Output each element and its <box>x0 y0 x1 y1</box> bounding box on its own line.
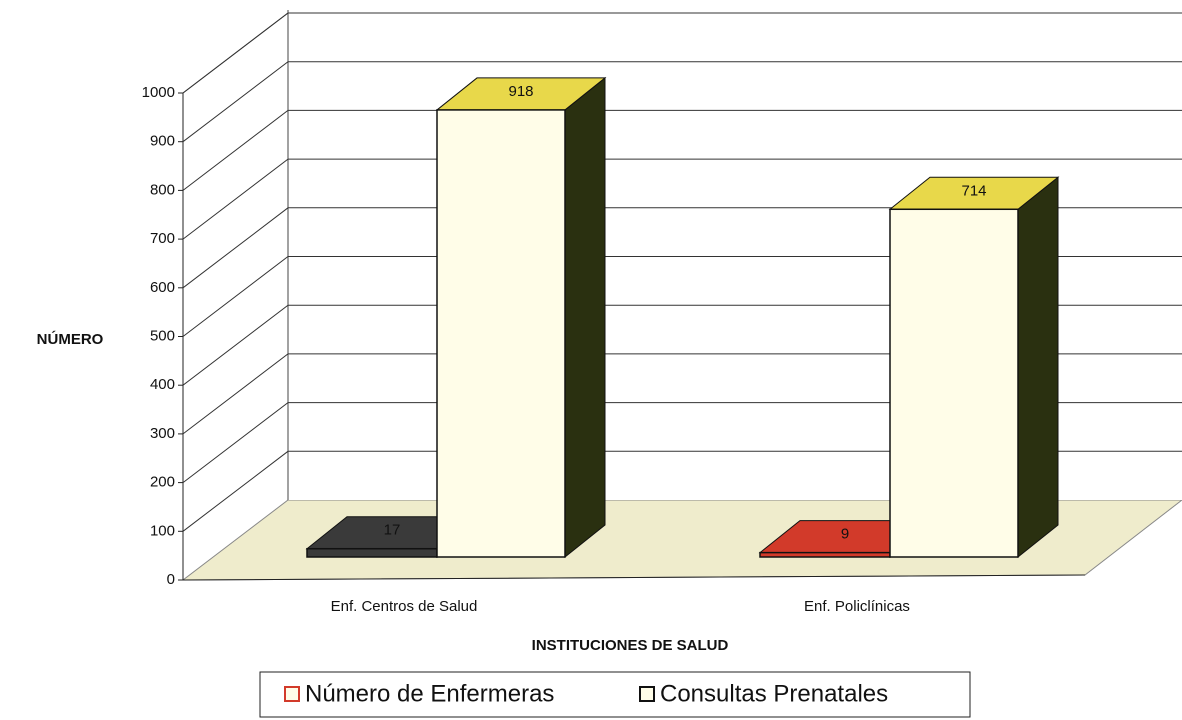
grid-line <box>182 61 1182 143</box>
bar <box>306 547 438 558</box>
bar <box>889 208 1019 558</box>
legend-swatch <box>639 686 655 702</box>
grid-line <box>182 12 1182 94</box>
y-tick-label: 600 <box>150 279 175 296</box>
y-tick-label: 800 <box>150 181 175 198</box>
bar <box>436 109 566 558</box>
legend-label: Consultas Prenatales <box>660 680 888 707</box>
grid-line <box>182 402 1182 483</box>
y-tick-label: 1000 <box>142 84 175 101</box>
grid-line <box>182 158 1182 240</box>
bar-side <box>564 76 606 559</box>
grid-line <box>182 304 1182 386</box>
y-tick-label: 200 <box>150 474 175 491</box>
y-tick-label: 700 <box>150 230 175 247</box>
y-tick-label: 500 <box>150 327 175 344</box>
data-label: 9 <box>841 526 849 543</box>
y-axis-title: NÚMERO <box>37 330 104 348</box>
data-label: 714 <box>961 182 986 199</box>
y-tick-label: 900 <box>150 133 175 150</box>
grid-line <box>182 450 1182 532</box>
data-label: 17 <box>384 522 401 539</box>
bar <box>759 551 891 558</box>
x-axis <box>182 574 1086 581</box>
grid-line <box>182 256 1182 337</box>
y-tick-label: 300 <box>150 425 175 442</box>
legend-swatch <box>284 686 300 702</box>
x-axis-title: INSTITUCIONES DE SALUD <box>532 637 729 654</box>
y-tick-label: 0 <box>167 571 175 588</box>
legend-box <box>259 671 971 718</box>
data-label: 918 <box>508 83 533 100</box>
grid-line <box>182 109 1182 191</box>
y-tick-label: 400 <box>150 376 175 393</box>
legend-label: Número de Enfermeras <box>305 680 554 707</box>
x-tick-label: Enf. Policlínicas <box>804 598 910 615</box>
x-tick-label: Enf. Centros de Salud <box>331 598 478 615</box>
grid-line <box>182 207 1182 289</box>
y-tick-label: 100 <box>150 522 175 539</box>
grid-line <box>182 353 1182 435</box>
bar-side <box>1017 176 1059 559</box>
